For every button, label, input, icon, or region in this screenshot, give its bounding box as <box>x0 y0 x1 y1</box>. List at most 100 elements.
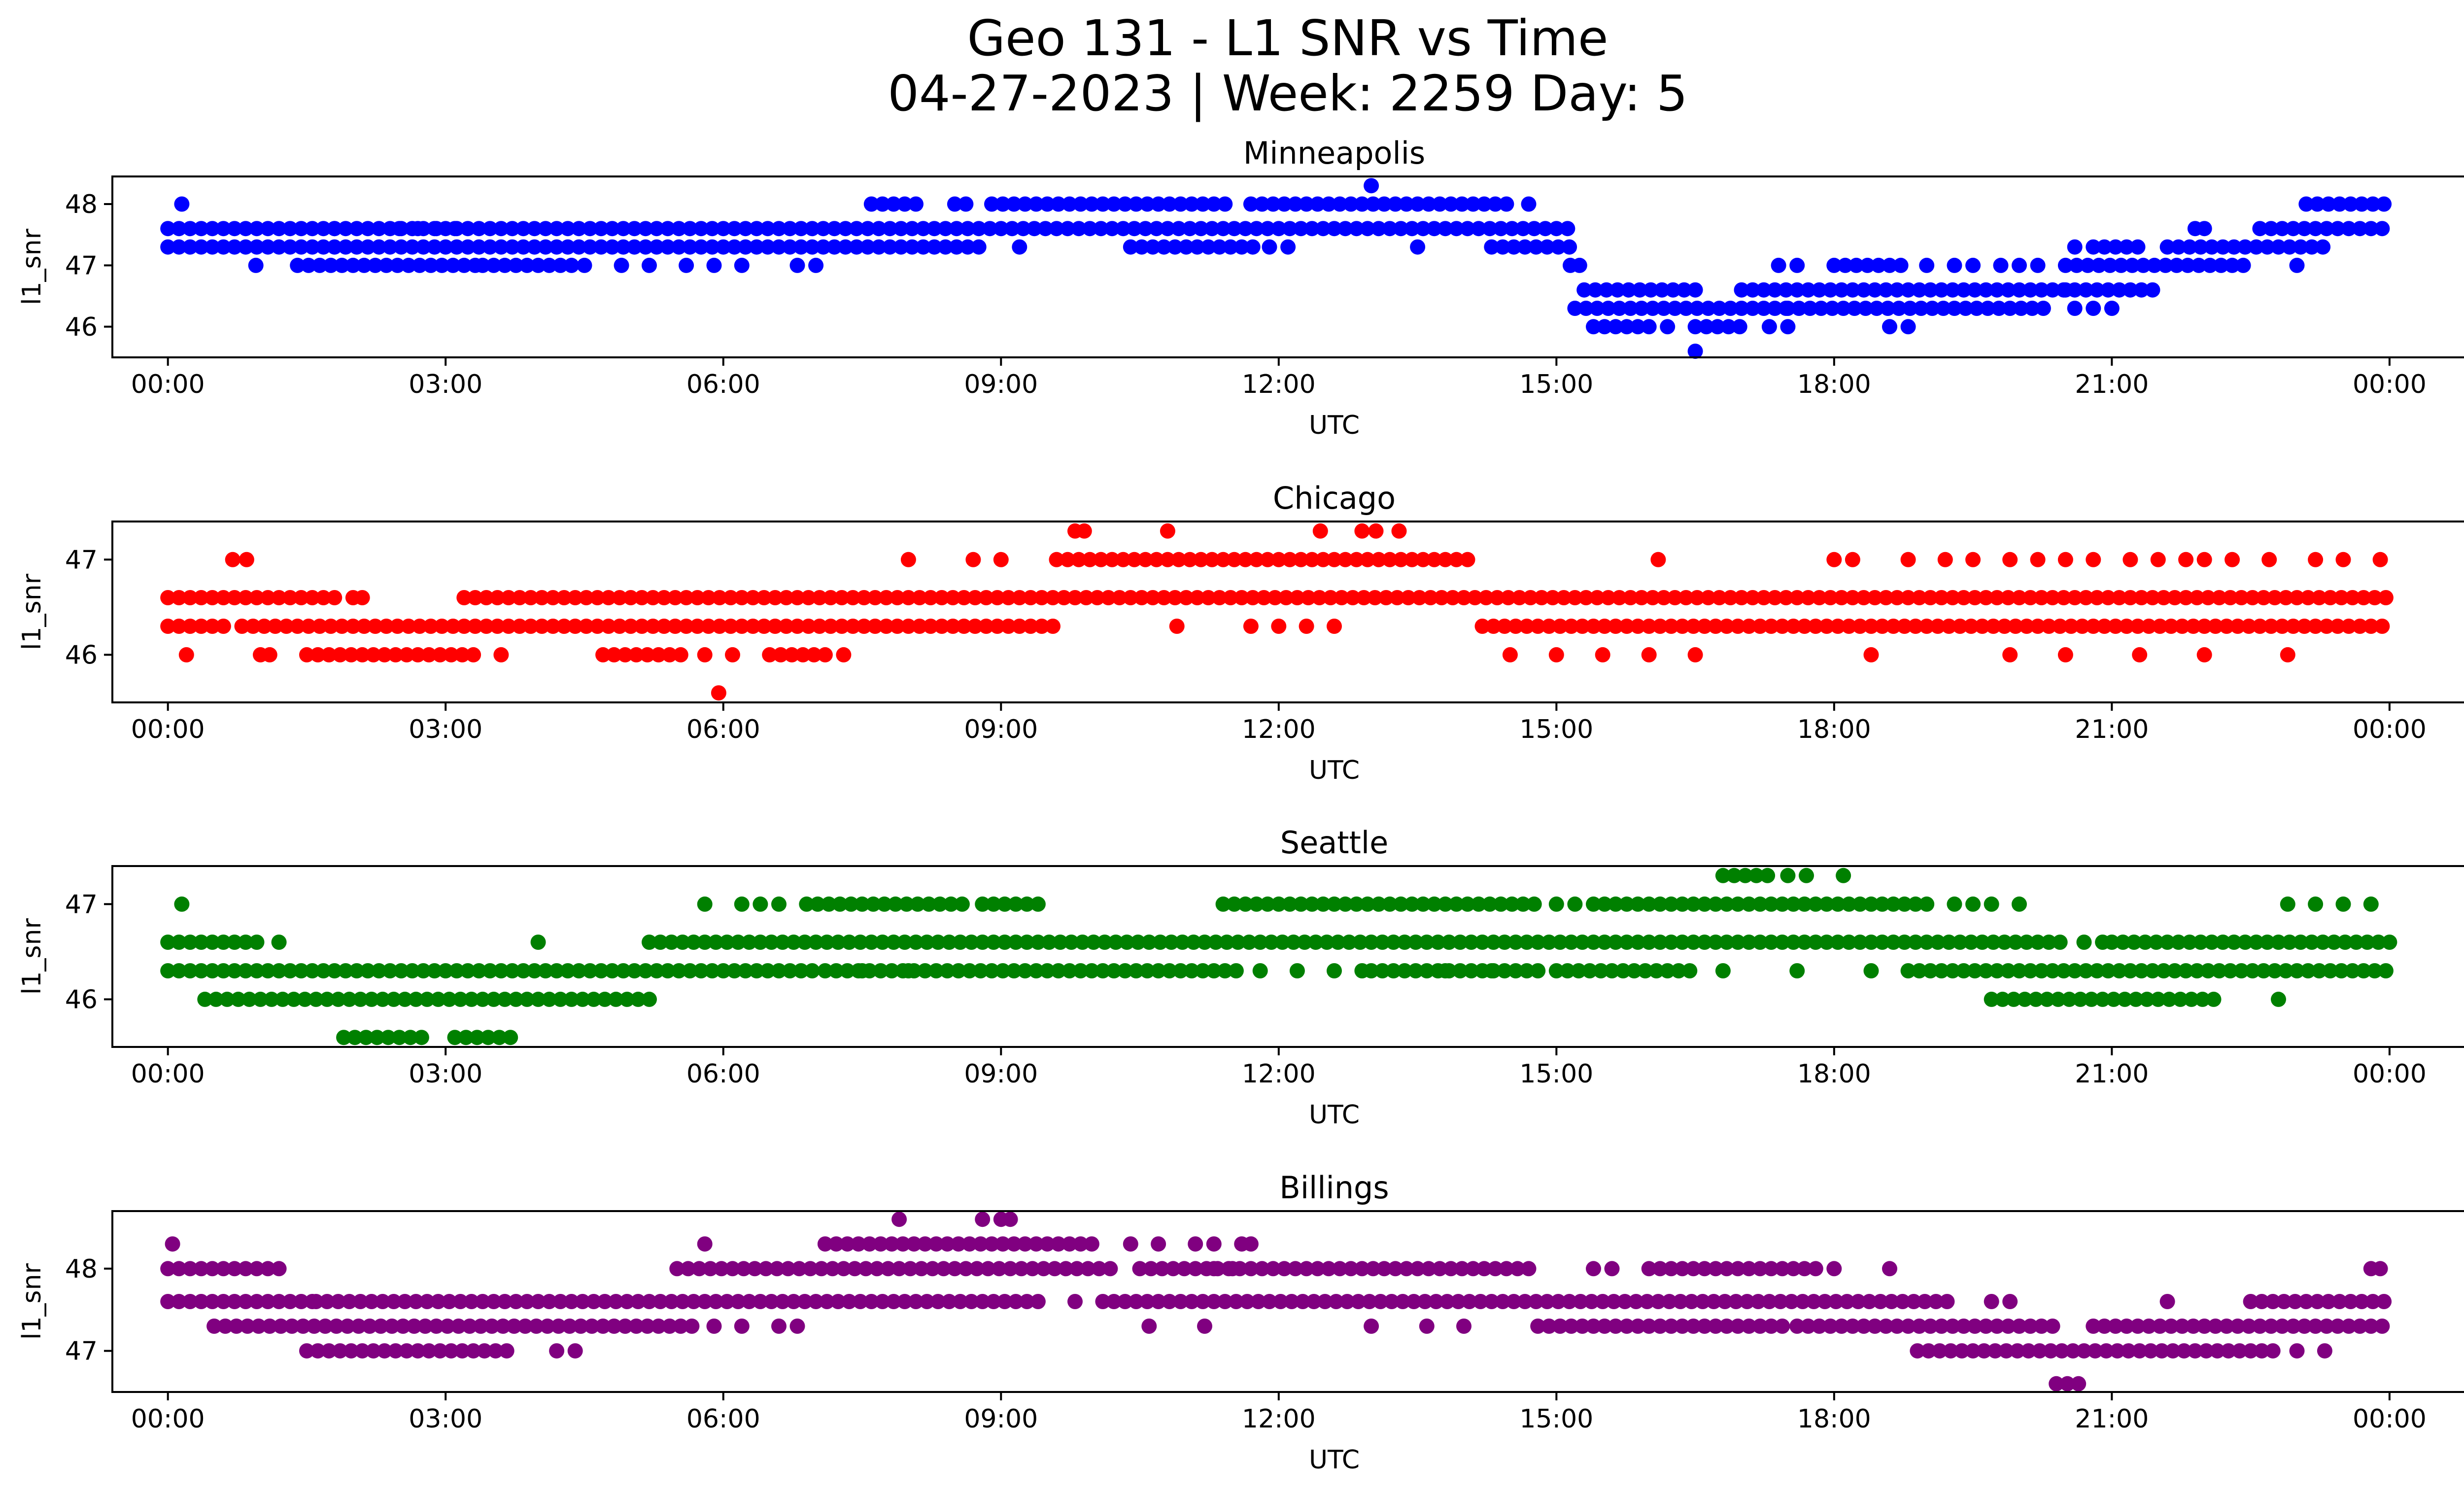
data-point <box>1266 196 1281 212</box>
data-point <box>1987 1343 2003 1359</box>
data-point <box>2335 896 2351 912</box>
data-point <box>160 1294 176 1309</box>
data-point <box>349 239 365 255</box>
data-point <box>1885 935 1901 950</box>
data-point <box>334 257 350 273</box>
data-point <box>990 619 1005 634</box>
data-point <box>2372 552 2388 567</box>
data-point <box>650 1319 666 1334</box>
data-point <box>1641 619 1657 634</box>
data-point <box>1695 1294 1711 1309</box>
data-point <box>642 991 657 1007</box>
data-point <box>701 619 717 634</box>
data-point <box>1576 282 1592 298</box>
data-point <box>345 257 361 273</box>
data-point <box>2286 1319 2301 1334</box>
data-point <box>1856 1319 1872 1334</box>
data-point <box>427 963 443 978</box>
data-point <box>1045 619 1061 634</box>
data-point <box>1448 552 1464 567</box>
data-point <box>2086 301 2101 316</box>
data-point <box>484 1319 500 1334</box>
data-point <box>1484 963 1500 978</box>
data-point <box>1343 196 1359 212</box>
data-point <box>497 1294 513 1309</box>
data-point <box>1919 257 1935 273</box>
data-point <box>697 935 713 950</box>
data-point <box>505 963 520 978</box>
data-point <box>1630 896 1646 912</box>
data-point <box>227 590 242 605</box>
data-point <box>1388 1261 1403 1277</box>
data-point <box>1697 619 1712 634</box>
data-point <box>855 896 870 912</box>
data-point <box>719 935 735 950</box>
data-point <box>2052 619 2068 634</box>
data-point <box>182 963 198 978</box>
data-point <box>645 590 661 605</box>
data-point <box>1019 935 1035 950</box>
data-point <box>1037 221 1053 237</box>
data-point <box>1812 282 1827 298</box>
data-point <box>734 896 750 912</box>
data-point <box>338 239 353 255</box>
data-point <box>342 991 357 1007</box>
axes-frame <box>111 175 2464 358</box>
data-point <box>669 1261 685 1277</box>
data-point <box>1082 221 1098 237</box>
data-point <box>877 896 892 912</box>
data-point <box>1182 221 1198 237</box>
data-point <box>680 1261 696 1277</box>
data-point <box>2178 552 2194 567</box>
data-point <box>1552 619 1568 634</box>
data-point <box>1789 963 1805 978</box>
data-point <box>1984 896 1999 912</box>
data-point <box>2024 301 2040 316</box>
data-point <box>853 935 868 950</box>
data-point <box>2043 1343 2058 1359</box>
data-point <box>975 935 991 950</box>
data-point <box>1574 1319 1590 1334</box>
data-point <box>1067 590 1083 605</box>
data-point <box>1051 1236 1066 1252</box>
data-point <box>1141 1319 1157 1334</box>
data-point <box>763 935 779 950</box>
data-point <box>297 991 313 1007</box>
data-point <box>271 239 287 255</box>
data-point <box>1432 1261 1448 1277</box>
data-point <box>2022 963 2038 978</box>
data-point <box>271 1294 287 1309</box>
data-point <box>716 963 731 978</box>
data-point <box>2245 590 2260 605</box>
data-point <box>673 647 688 662</box>
data-point <box>1243 1236 1259 1252</box>
data-point <box>2157 257 2173 273</box>
data-point <box>2045 963 2060 978</box>
data-point <box>1389 590 1405 605</box>
data-point <box>1663 935 1679 950</box>
data-point <box>271 935 287 950</box>
data-point <box>227 935 242 950</box>
data-point <box>1289 590 1305 605</box>
data-point <box>1376 196 1392 212</box>
data-point <box>205 619 220 634</box>
data-point <box>2111 590 2127 605</box>
data-point <box>1867 1319 1882 1334</box>
data-point <box>904 221 920 237</box>
data-point <box>1808 896 1823 912</box>
data-point <box>1460 896 1475 912</box>
data-point <box>1824 301 1840 316</box>
data-point <box>888 896 903 912</box>
data-point <box>1738 868 1753 883</box>
data-point <box>205 935 220 950</box>
data-point <box>1162 196 1177 212</box>
data-point <box>1432 196 1448 212</box>
data-point <box>1750 1294 1766 1309</box>
data-point <box>917 1236 933 1252</box>
data-point <box>1919 896 1935 912</box>
data-point <box>275 991 291 1007</box>
data-point <box>1706 1294 1722 1309</box>
data-point <box>2121 1343 2136 1359</box>
data-point <box>549 1343 565 1359</box>
data-point <box>1106 1294 1122 1309</box>
